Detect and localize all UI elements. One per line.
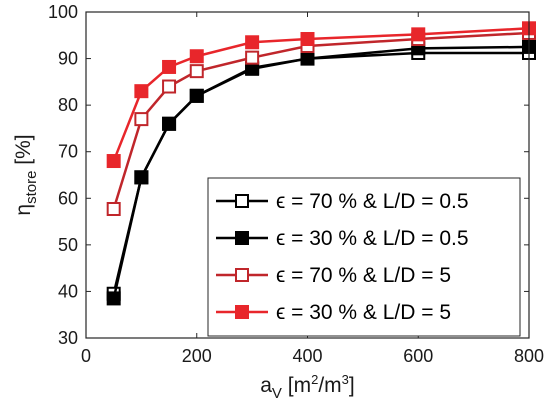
y-tick-label: 60 — [58, 188, 78, 208]
x-axis-label: aV [m2/m3] — [260, 372, 355, 402]
data-point — [162, 79, 177, 94]
x-tick-label: 0 — [81, 346, 91, 366]
legend-swatch-marker — [235, 305, 249, 319]
y-axis-ticks: 30 40 50 60 70 80 90 100 — [48, 2, 529, 348]
series-2 — [106, 39, 536, 306]
y-tick-label: 90 — [58, 49, 78, 69]
y-tick-label: 30 — [58, 328, 78, 348]
data-point — [245, 35, 260, 50]
series-line — [112, 45, 530, 299]
y-tick-label: 50 — [58, 235, 78, 255]
y-tick-label: 80 — [58, 95, 78, 115]
x-axis-label-superscript: 2 — [311, 372, 318, 387]
y-axis-label-subscript: store — [23, 171, 40, 204]
data-point — [162, 116, 177, 131]
y-tick-label: 40 — [58, 281, 78, 301]
data-point — [134, 84, 149, 99]
data-point — [106, 291, 121, 306]
data-point — [162, 59, 177, 74]
legend-label: ϵ = 70 % & L/D = 5 — [276, 264, 451, 287]
legend-item: ϵ = 70 % & L/D = 0.5 — [216, 190, 469, 213]
legend-swatch-marker — [235, 231, 249, 245]
x-tick-label: 800 — [514, 346, 544, 366]
y-axis-label: ηstore [%] — [12, 134, 40, 215]
legend: ϵ = 70 % & L/D = 0.5 ϵ = 30 % & L/D = 0.5… — [207, 177, 521, 337]
x-tick-label: 600 — [403, 346, 433, 366]
legend-label: ϵ = 30 % & L/D = 5 — [276, 301, 451, 324]
legend-swatch-marker — [235, 194, 249, 208]
data-point — [189, 49, 204, 64]
legend-item: ϵ = 70 % & L/D = 5 — [216, 264, 451, 287]
legend-item: ϵ = 30 % & L/D = 5 — [216, 301, 451, 324]
data-point — [300, 32, 315, 47]
y-tick-label: 70 — [58, 142, 78, 162]
x-tick-label: 400 — [292, 346, 322, 366]
data-point — [134, 170, 149, 185]
data-point — [245, 50, 260, 65]
data-point — [106, 154, 121, 169]
data-point — [134, 112, 149, 127]
x-axis-label-subscript: V — [272, 385, 282, 402]
y-tick-label: 100 — [48, 2, 78, 22]
data-point — [189, 64, 204, 79]
data-point — [411, 27, 426, 42]
legend-box — [207, 177, 521, 337]
data-point — [106, 201, 121, 216]
x-tick-label: 200 — [182, 346, 212, 366]
data-point — [189, 88, 204, 103]
legend-swatch-marker — [235, 268, 249, 282]
data-point — [300, 51, 315, 66]
plot-area-frame — [85, 11, 530, 339]
legend-label: ϵ = 70 % & L/D = 0.5 — [276, 190, 469, 213]
x-axis-ticks: 0 200 400 600 800 — [81, 12, 544, 366]
legend-label: ϵ = 30 % & L/D = 0.5 — [276, 227, 469, 250]
legend-item: ϵ = 30 % & L/D = 0.5 — [216, 227, 469, 250]
